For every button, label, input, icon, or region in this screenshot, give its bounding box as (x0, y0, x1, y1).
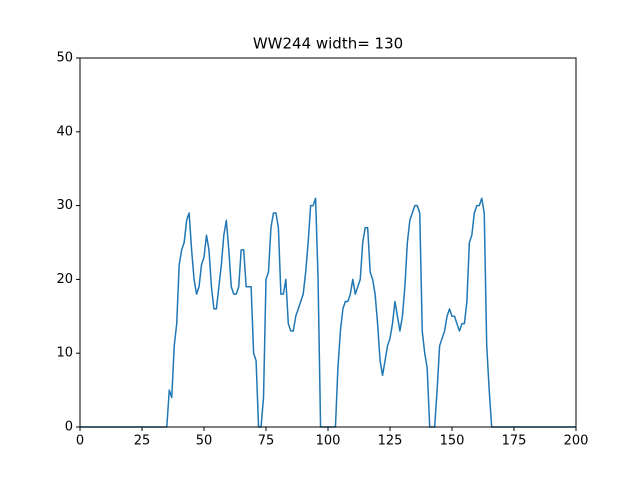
x-tick-label: 175 (502, 434, 527, 449)
chart-title: WW244 width= 130 (253, 35, 403, 53)
x-tick-label: 50 (196, 434, 213, 449)
plot-frame (79, 57, 577, 428)
y-tick-label: 40 (56, 124, 73, 139)
y-tick-label: 10 (56, 346, 73, 361)
x-tick-label: 25 (134, 434, 151, 449)
x-tick-label: 75 (258, 434, 275, 449)
data-line (80, 197, 576, 428)
x-tick-label: 200 (564, 434, 589, 449)
x-tick-label: 125 (378, 434, 403, 449)
y-tick-label: 20 (56, 272, 73, 287)
x-tick-label: 150 (440, 434, 465, 449)
y-tick-label: 0 (65, 420, 73, 435)
y-tick-label: 30 (56, 198, 73, 213)
x-tick-label: 100 (316, 434, 341, 449)
y-tick-label: 50 (56, 51, 73, 66)
x-tick-label: 0 (76, 434, 84, 449)
